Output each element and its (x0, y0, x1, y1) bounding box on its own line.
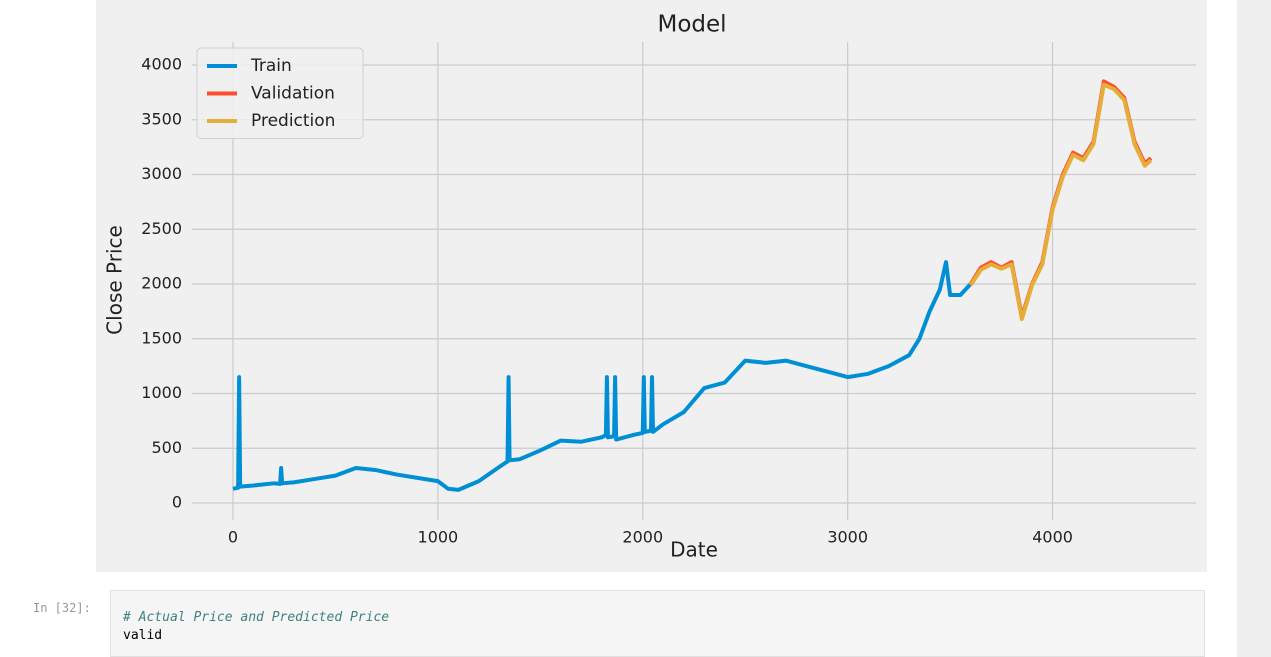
x-tick-label: 2000 (622, 528, 663, 547)
code-comment: # Actual Price and Predicted Price (123, 610, 390, 625)
series-line (968, 82, 1153, 322)
y-tick-label: 1500 (141, 328, 182, 347)
figure: Model Date Close Price 0 500 1000 1500 2000 2… (96, 0, 1207, 572)
y-tick-label: 3500 (141, 109, 182, 128)
y-tick-label: 1000 (141, 383, 182, 402)
legend-label: Prediction (251, 111, 335, 131)
y-tick-label: 4000 (141, 54, 182, 73)
legend: Train Validation Prediction (196, 47, 364, 139)
cell-prompt: In [32]: (33, 601, 91, 615)
chart-title: Model (657, 12, 726, 38)
code-cell[interactable]: # Actual Price and Predicted Price valid (110, 590, 1205, 657)
sidebar (1237, 0, 1271, 657)
series-line (232, 260, 973, 492)
y-tick-label: 3000 (141, 164, 182, 183)
y-tick-label: 2000 (141, 274, 182, 293)
legend-box (196, 47, 364, 139)
code-line: valid (123, 628, 163, 643)
y-axis-label: Close Price (103, 225, 127, 335)
x-tick-label: 1000 (418, 528, 459, 547)
x-tick-label: 3000 (827, 528, 868, 547)
y-tick-label: 2500 (141, 219, 182, 238)
series-line (968, 79, 1153, 319)
x-tick-label: 4000 (1032, 528, 1073, 547)
x-axis-label: Date (670, 538, 718, 562)
y-tick-label: 0 (172, 493, 182, 512)
x-tick-label: 0 (228, 528, 238, 547)
y-tick-label: 500 (151, 438, 182, 457)
legend-label: Validation (251, 84, 335, 104)
legend-label: Train (250, 56, 292, 76)
